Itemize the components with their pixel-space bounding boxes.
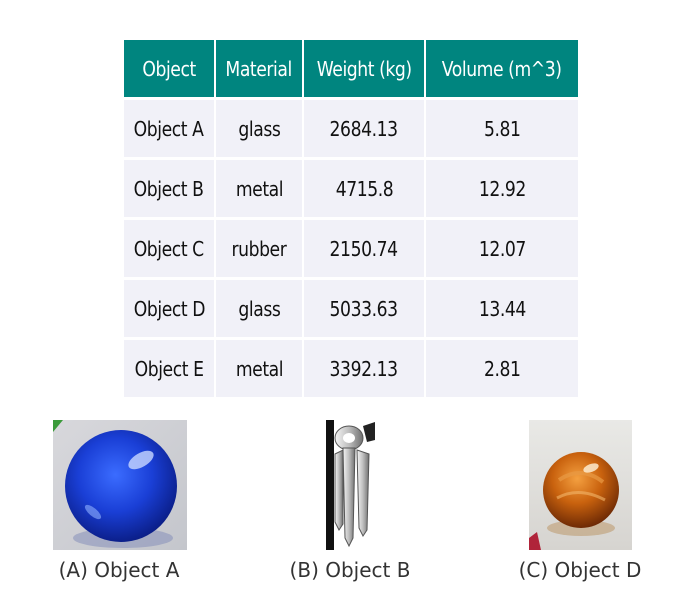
metal-keys-icon — [323, 420, 377, 550]
caption-b: (B) Object B — [289, 558, 411, 582]
cell-material: rubber — [215, 217, 304, 279]
header-weight: Weight (kg) — [303, 40, 426, 99]
cell-weight: 4715.8 — [303, 157, 426, 219]
cell-material: glass — [215, 97, 304, 159]
cell-object: Object C — [124, 217, 216, 279]
cell-volume: 5.81 — [425, 97, 578, 159]
cell-volume: 2.81 — [425, 337, 578, 397]
blue-glass-marble-icon — [53, 420, 187, 550]
orange-glass-marble-icon — [529, 420, 632, 550]
data-table-container: Object Material Weight (kg) Volume (m^3)… — [124, 40, 578, 402]
table-row: Object D glass 5033.63 13.44 — [124, 277, 578, 339]
cell-weight: 2150.74 — [303, 217, 426, 279]
metal-keys-image — [323, 420, 377, 550]
caption-c: (C) Object D — [518, 558, 642, 582]
cell-weight: 5033.63 — [303, 277, 426, 339]
blue-glass-marble-image — [53, 420, 187, 550]
table-row: Object E metal 3392.13 2.81 — [124, 337, 578, 397]
cell-object: Object A — [124, 97, 216, 159]
cell-object: Object E — [124, 337, 216, 397]
cell-volume: 13.44 — [425, 277, 578, 339]
cell-volume: 12.07 — [425, 217, 578, 279]
cell-material: metal — [215, 157, 304, 219]
cell-volume: 12.92 — [425, 157, 578, 219]
caption-a: (A) Object A — [58, 558, 180, 582]
header-material: Material — [215, 40, 304, 99]
cell-object: Object B — [124, 157, 216, 219]
table-row: Object C rubber 2150.74 12.07 — [124, 217, 578, 279]
table-header-row: Object Material Weight (kg) Volume (m^3) — [124, 40, 578, 99]
data-table: Object Material Weight (kg) Volume (m^3)… — [124, 40, 578, 397]
cell-material: metal — [215, 337, 304, 397]
header-object: Object — [124, 40, 216, 99]
cell-material: glass — [215, 277, 304, 339]
orange-glass-marble-image — [529, 420, 632, 550]
cell-weight: 2684.13 — [303, 97, 426, 159]
header-volume: Volume (m^3) — [425, 40, 578, 99]
table-row: Object A glass 2684.13 5.81 — [124, 97, 578, 159]
table-row: Object B metal 4715.8 12.92 — [124, 157, 578, 219]
cell-object: Object D — [124, 277, 216, 339]
cell-weight: 3392.13 — [303, 337, 426, 397]
